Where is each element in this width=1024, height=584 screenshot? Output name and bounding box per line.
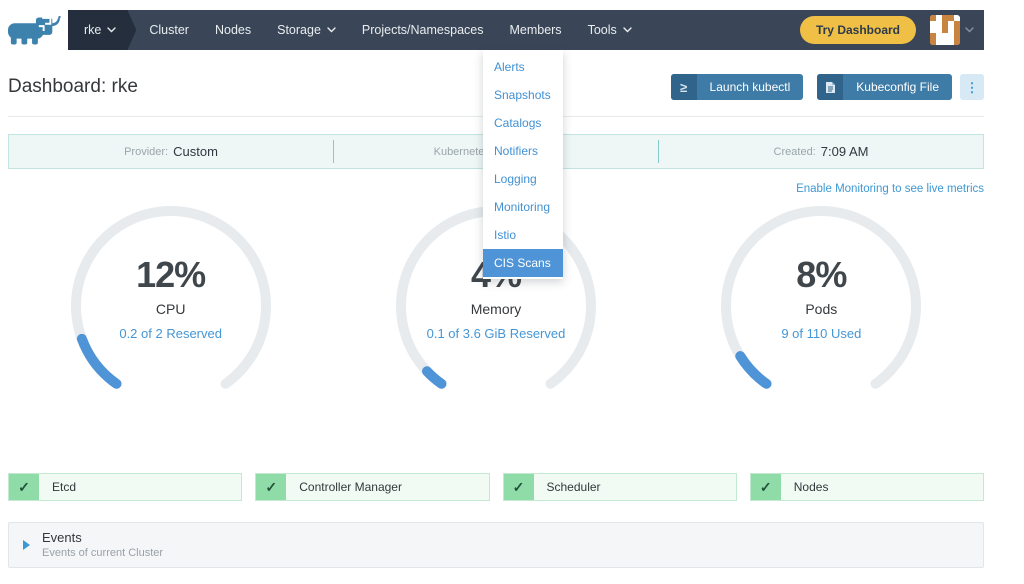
top-navbar: rke Cluster Nodes Storage Projects/Namespac… bbox=[68, 10, 984, 50]
tools-dropdown-menu: Alerts Snapshots Catalogs Notifiers Logging M… bbox=[483, 50, 563, 279]
gauge-arc bbox=[70, 205, 271, 389]
info-separator bbox=[333, 140, 334, 163]
gauge-pods: 8% Pods 9 of 110 Used bbox=[659, 203, 984, 403]
nav-item-tools[interactable]: Tools bbox=[575, 10, 645, 50]
nav-item-label: Projects/Namespaces bbox=[361, 23, 484, 37]
cluster-name: rke bbox=[84, 23, 102, 37]
enable-monitoring-link[interactable]: Enable Monitoring to see live metrics bbox=[796, 183, 984, 195]
chevron-down-icon bbox=[107, 27, 116, 33]
info-separator bbox=[658, 140, 659, 163]
check-icon: ✓ bbox=[9, 474, 39, 500]
gauge-percent: 12% bbox=[136, 253, 206, 295]
events-section-toggle[interactable]: Events Events of current Cluster bbox=[8, 522, 984, 568]
header: rke Cluster Nodes Storage Projects/Namespac… bbox=[0, 10, 984, 50]
nav-item-cluster[interactable]: Cluster bbox=[136, 10, 202, 50]
monitoring-link-row: Enable Monitoring to see live metrics bbox=[8, 179, 984, 197]
status-box-controller-manager: ✓ Controller Manager bbox=[255, 473, 490, 501]
status-label: Controller Manager bbox=[299, 480, 402, 494]
gauge-percent: 8% bbox=[796, 253, 847, 295]
menu-item-snapshots[interactable]: Snapshots bbox=[494, 88, 551, 102]
nav-item-storage[interactable]: Storage bbox=[264, 10, 349, 50]
kubeconfig-file-button[interactable]: Kubeconfig File bbox=[817, 74, 952, 100]
status-label: Nodes bbox=[793, 480, 829, 494]
gauge-label: Pods bbox=[805, 300, 838, 317]
page-actions: ≥ Launch kubectl Kubeconfig File ⋮ bbox=[670, 74, 984, 100]
component-status-row: ✓ Etcd ✓ Controller Manager ✓ Scheduler … bbox=[8, 473, 984, 501]
expand-arrow-icon bbox=[23, 539, 30, 550]
info-kubernetes-version: Kubernete bbox=[433, 145, 485, 158]
gauge-arc bbox=[721, 205, 922, 389]
nav-item-label: Cluster bbox=[149, 23, 189, 37]
nav-item-label: Nodes bbox=[214, 23, 252, 37]
gauge-detail: 0.1 of 3.6 GiB Reserved bbox=[426, 325, 566, 341]
user-avatar bbox=[930, 15, 960, 45]
status-box-nodes: ✓ Nodes bbox=[749, 473, 984, 501]
nav-item-projects-namespaces[interactable]: Projects/Namespaces bbox=[349, 10, 497, 50]
menu-item-notifiers[interactable]: Notifiers bbox=[494, 144, 539, 158]
events-text: Events Events of current Cluster bbox=[42, 530, 163, 559]
nav-spacer bbox=[645, 10, 800, 50]
info-created: Created: 7:09 AM bbox=[773, 144, 869, 159]
check-icon: ✓ bbox=[750, 474, 781, 500]
try-dashboard-button[interactable]: Try Dashboard bbox=[799, 16, 916, 44]
launch-kubectl-button[interactable]: ≥ Launch kubectl bbox=[670, 74, 804, 100]
gauge-cpu: 12% CPU 0.2 of 2 Reserved bbox=[8, 203, 333, 403]
gauge-label: Memory bbox=[470, 300, 522, 317]
nav-item-label: Members bbox=[509, 23, 562, 37]
menu-item-cis-scans[interactable]: CIS Scans bbox=[483, 249, 563, 277]
menu-item-monitoring[interactable]: Monitoring bbox=[494, 200, 551, 214]
gauge-detail: 0.2 of 2 Reserved bbox=[119, 325, 222, 341]
gauge-label: CPU bbox=[155, 300, 186, 317]
resource-gauges: 12% CPU 0.2 of 2 Reserved 4% Memory 0.1 … bbox=[8, 203, 984, 403]
chevron-down-icon bbox=[623, 27, 632, 33]
menu-item-istio[interactable]: Istio bbox=[494, 228, 517, 242]
status-box-scheduler: ✓ Scheduler bbox=[502, 473, 737, 501]
menu-item-logging[interactable]: Logging bbox=[494, 172, 537, 186]
chevron-down-icon bbox=[965, 27, 974, 33]
nav-items: Cluster Nodes Storage Projects/Namespaces Me… bbox=[136, 10, 644, 50]
gauge-detail: 9 of 110 Used bbox=[781, 325, 862, 341]
nav-cluster-switcher[interactable]: rke bbox=[68, 10, 136, 50]
status-box-etcd: ✓ Etcd bbox=[8, 473, 243, 501]
info-provider: Provider: Custom bbox=[124, 144, 218, 159]
page-title: Dashboard: rke bbox=[8, 76, 138, 97]
menu-item-alerts[interactable]: Alerts bbox=[494, 60, 525, 74]
events-subtitle: Events of current Cluster bbox=[42, 547, 164, 559]
terminal-icon: ≥ bbox=[670, 74, 697, 100]
events-title: Events bbox=[42, 530, 82, 545]
user-menu[interactable] bbox=[930, 10, 974, 50]
nav-item-nodes[interactable]: Nodes bbox=[202, 10, 264, 50]
status-label: Etcd bbox=[52, 480, 77, 494]
check-icon: ✓ bbox=[256, 474, 287, 500]
status-label: Scheduler bbox=[546, 480, 601, 494]
rancher-bull-icon bbox=[7, 15, 61, 45]
title-row: Dashboard: rke ≥ Launch kubectl Kubeconf… bbox=[8, 74, 984, 117]
nav-item-members[interactable]: Members bbox=[496, 10, 574, 50]
rancher-logo[interactable] bbox=[0, 10, 68, 50]
more-actions-button[interactable]: ⋮ bbox=[960, 74, 984, 100]
check-icon: ✓ bbox=[503, 474, 534, 500]
chevron-down-icon bbox=[327, 27, 336, 33]
nav-item-label: Storage bbox=[277, 23, 321, 37]
file-icon bbox=[817, 74, 844, 100]
nav-item-label: Tools bbox=[587, 23, 617, 37]
menu-item-catalogs[interactable]: Catalogs bbox=[494, 116, 542, 130]
